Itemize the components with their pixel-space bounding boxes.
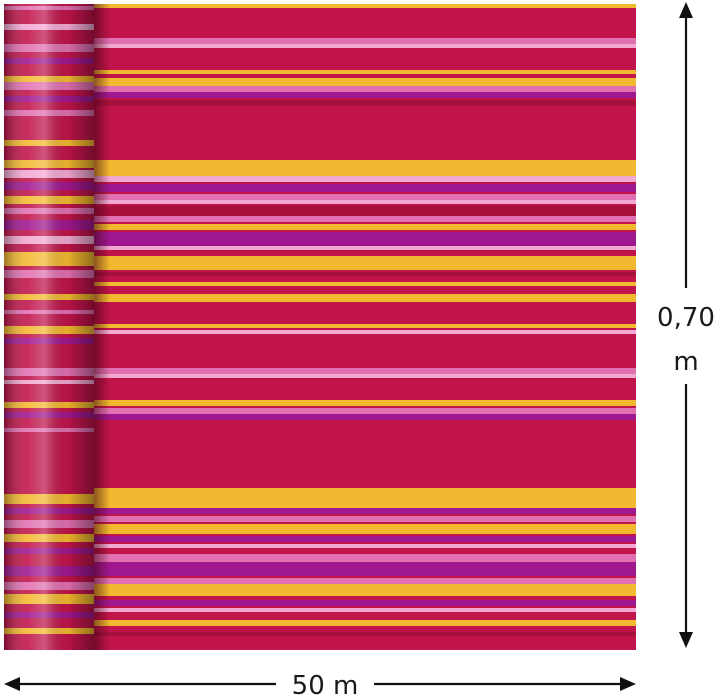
sheet-stripe xyxy=(4,508,636,514)
sheet-stripe xyxy=(4,216,636,222)
height-unit-label: m xyxy=(673,347,698,377)
sheet-stripe xyxy=(4,578,636,584)
sheet-stripe xyxy=(4,224,636,230)
sheet-stripe xyxy=(4,608,636,612)
sheet-stripe xyxy=(4,600,636,606)
sheet-stripe xyxy=(4,44,636,48)
sheet-stripe xyxy=(4,160,636,176)
sheet-stripe xyxy=(4,200,636,204)
sheet-stripe xyxy=(4,414,636,420)
arrow-horizontal-icon xyxy=(4,677,636,691)
sheet-stripe xyxy=(4,562,636,576)
sheet-stripe xyxy=(4,620,636,626)
sheet-stripe xyxy=(4,324,636,328)
sheet-stripe xyxy=(4,584,636,596)
sheet-stripe xyxy=(4,272,636,276)
sheet-stripe xyxy=(4,206,636,216)
sheet-stripe xyxy=(4,176,636,182)
height-value-label: 0,70 xyxy=(657,303,715,333)
sheet-stripe xyxy=(4,536,636,542)
sheet-stripe xyxy=(4,524,636,534)
sheet-stripe xyxy=(4,100,636,106)
sheet-stripe xyxy=(4,282,636,286)
sheet-stripe xyxy=(4,78,636,86)
wrapping-paper-sheet xyxy=(4,4,636,650)
arrow-vertical-icon xyxy=(679,2,693,648)
sheet-stripe xyxy=(4,246,636,250)
sheet-stripe xyxy=(4,70,636,74)
sheet-stripe xyxy=(4,516,636,522)
sheet-stripe xyxy=(4,408,636,414)
sheet-stripe xyxy=(4,488,636,502)
sheet-stripe xyxy=(4,554,636,562)
width-label: 50 m xyxy=(292,671,359,697)
sheet-stripe xyxy=(4,368,636,374)
sheet-stripe xyxy=(4,38,636,44)
sheet-stripe xyxy=(4,194,636,200)
sheet-stripe xyxy=(4,232,636,246)
sheet-stripe xyxy=(4,400,636,406)
sheet-stripe xyxy=(4,374,636,378)
sheet-stripe xyxy=(4,92,636,98)
sheet-stripe xyxy=(4,502,636,508)
sheet-stripe xyxy=(4,184,636,192)
roll-cast-shadow xyxy=(94,4,110,650)
paper-roll xyxy=(4,4,94,650)
sheet-stripe xyxy=(4,4,636,8)
sheet-stripe xyxy=(4,330,636,334)
sheet-stripe xyxy=(4,294,636,302)
sheet-stripe xyxy=(4,86,636,92)
sheet-stripe xyxy=(4,632,636,636)
sheet-stripe xyxy=(4,256,636,270)
sheet-stripe xyxy=(4,544,636,548)
